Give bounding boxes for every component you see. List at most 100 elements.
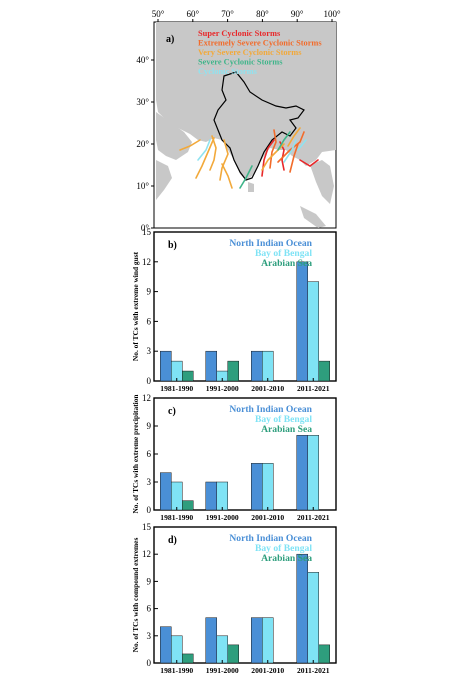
map-panel-label: a) [166,34,174,45]
x-tick-label: 1991-2000 [206,666,239,675]
lat-tick-label: 40° [136,55,149,65]
map-legend-item: Extremely Severe Cyclonic Storms [198,39,322,48]
chart-panel-b: 0 3 6 9 12 15 No. of TCs with extreme wind gus… [131,227,337,393]
bar [227,360,239,382]
bar [205,481,217,511]
y-tick-label: 9 [147,421,152,431]
bar [216,635,228,664]
legend-item: North Indian Ocean [229,238,312,249]
bar [227,644,239,664]
lat-tick-label: 20° [136,139,149,149]
legend-item: North Indian Ocean [229,533,312,544]
bar [205,617,217,664]
bar [307,572,319,664]
y-tick-label: 0 [147,658,152,668]
bar [307,281,319,382]
map-panel: 50° 60° 70° 80° 90° 100° 40° 30° 20° 10° 0° a) Su… [136,9,341,233]
bar [160,626,172,664]
legend-item: Bay of Bengal [255,248,312,259]
y-tick-label: 3 [147,631,152,641]
bar [307,435,319,511]
y-axis-label: No. of TCs with extreme precipitation [131,394,140,513]
y-tick-label: 15 [142,522,152,532]
y-tick-label: 6 [147,604,152,614]
map-lon-ticks: 50° 60° 70° 80° 90° 100° [152,9,341,22]
bar [205,350,217,382]
bar [171,481,183,511]
legend-item: Bay of Bengal [255,414,312,425]
y-tick-label: 12 [142,393,151,403]
x-tick-label: 2001-2010 [251,513,284,522]
panel-label: c) [168,406,176,417]
y-tick-label: 15 [142,227,152,237]
panel-label: d) [168,535,177,546]
bar [160,350,172,382]
bar [318,360,330,382]
bar [182,370,194,382]
legend-item: Bay of Bengal [255,543,312,554]
legend-item: Arabian Sea [261,258,312,269]
x-tick-label: 2001-2010 [251,666,284,675]
x-tick-label: 2001-2010 [251,384,284,393]
x-tick-label: 2011-2021 [297,513,330,522]
bar [182,500,194,511]
y-tick-label: 3 [147,477,152,487]
lon-tick-label: 100° [323,9,341,19]
bar [171,635,183,664]
x-tick-label: 1981-1990 [160,384,193,393]
map-lat-ticks: 40° 30° 20° 10° 0° [136,55,154,233]
lon-tick-label: 70° [221,9,234,19]
bar [251,463,263,511]
y-tick-label: 0 [147,505,152,515]
x-tick-label: 1981-1990 [160,513,193,522]
map-legend-item: Very Severe Cyclonic Storms [198,48,302,57]
bar [251,617,263,664]
lat-tick-label: 10° [136,181,149,191]
bar [318,644,330,664]
x-tick-label: 2011-2021 [297,384,330,393]
lat-tick-label: 0° [141,223,150,233]
storm-tracks [179,127,319,189]
bar [251,350,263,382]
x-tick-label: 1991-2000 [206,384,239,393]
lon-tick-label: 50° [152,9,165,19]
y-tick-label: 9 [147,287,152,297]
map-legend-item: Cyclonic Storms [198,67,258,76]
lon-tick-label: 80° [256,9,269,19]
y-axis-label: No. of TCs with compound extremes [131,538,140,653]
y-tick-label: 9 [147,576,152,586]
legend-item: North Indian Ocean [229,404,312,415]
bar [160,472,172,511]
lat-tick-label: 30° [136,97,149,107]
panel-label: b) [168,240,177,251]
x-tick-label: 1981-1990 [160,666,193,675]
bar [262,350,274,382]
bar [262,463,274,511]
bar [296,435,308,511]
y-tick-label: 12 [142,549,151,559]
bar [216,481,228,511]
bar [296,261,308,382]
y-tick-label: 12 [142,257,151,267]
bar [182,653,194,664]
y-tick-label: 3 [147,346,152,356]
y-axis-label: No. of TCs with extreme wind gust [131,251,140,361]
map-legend-item: Severe Cyclonic Storms [198,58,283,67]
y-tick-label: 0 [147,376,152,386]
x-tick-label: 2011-2021 [297,666,330,675]
bar [296,553,308,664]
y-tick-label: 6 [147,449,152,459]
lon-tick-label: 90° [291,9,304,19]
legend-item: Arabian Sea [261,553,312,564]
india-outline [213,71,305,181]
map-legend-item: Super Cyclonic Storms [198,29,281,38]
legend-item: Arabian Sea [261,424,312,435]
lon-tick-label: 60° [186,9,199,19]
y-tick-label: 6 [147,316,152,326]
bar [262,617,274,664]
x-tick-label: 1991-2000 [206,513,239,522]
